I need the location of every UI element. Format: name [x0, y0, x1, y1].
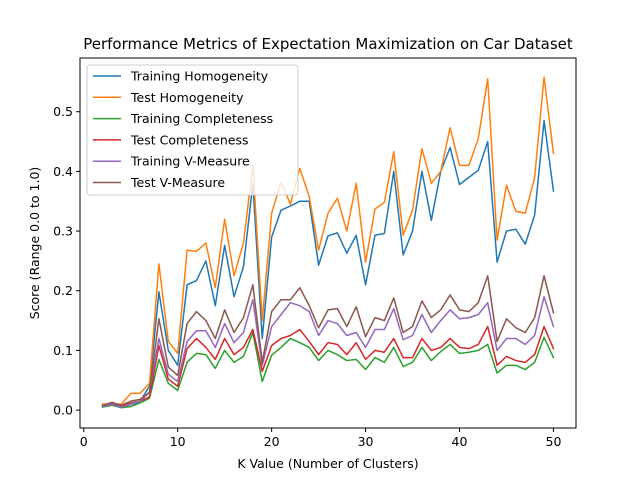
series-line-1 — [101, 76, 555, 405]
legend-label-2: Training Completeness — [130, 111, 273, 126]
legend-label-4: Training V-Measure — [130, 154, 250, 169]
chart-title: Performance Metrics of Expectation Maxim… — [83, 35, 573, 53]
y-tick-label: 0.5 — [53, 104, 73, 119]
x-tick-label: 40 — [452, 434, 468, 449]
series-layer — [101, 76, 555, 409]
y-tick-label: 0.2 — [53, 283, 73, 298]
x-tick-label: 0 — [80, 434, 88, 449]
y-tick-label: 0.3 — [53, 224, 73, 239]
series-line-5 — [101, 275, 555, 407]
x-tick-label: 10 — [170, 434, 186, 449]
x-tick-label: 20 — [264, 434, 280, 449]
ticks-layer: 0 10 20 30 40 50 0.0 0.1 0.2 0.3 0.4 0.5 — [53, 104, 561, 449]
y-axis-title: Score (Range 0.0 to 1.0) — [27, 167, 42, 320]
legend-label-0: Training Homogeneity — [130, 69, 269, 84]
legend-label-1: Test Homogeneity — [130, 90, 244, 105]
x-tick-label: 50 — [546, 434, 562, 449]
x-axis-title: K Value (Number of Clusters) — [237, 456, 418, 471]
y-tick-label: 0.4 — [53, 164, 73, 179]
series-line-4 — [101, 295, 555, 408]
legend: Training Homogeneity Test Homogeneity Trai… — [86, 64, 299, 196]
series-line-0 — [101, 119, 555, 408]
x-tick-label: 30 — [358, 434, 374, 449]
series-line-3 — [101, 325, 555, 408]
series-line-2 — [101, 331, 555, 409]
legend-label-3: Test Completeness — [130, 132, 248, 147]
y-tick-label: 0.0 — [53, 403, 73, 418]
legend-label-5: Test V-Measure — [130, 175, 225, 190]
y-tick-label: 0.1 — [53, 343, 73, 358]
plot-frame — [79, 57, 577, 429]
legend-box — [86, 64, 299, 196]
